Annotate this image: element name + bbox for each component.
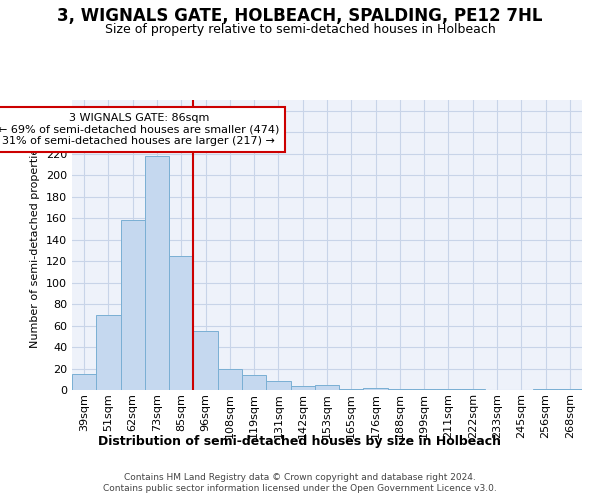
Bar	[145, 156, 169, 390]
Bar	[388, 389, 412, 390]
Bar	[72, 374, 96, 390]
Bar	[315, 384, 339, 390]
Y-axis label: Number of semi-detached properties: Number of semi-detached properties	[31, 142, 40, 348]
Bar	[558, 389, 582, 390]
Bar	[242, 375, 266, 390]
Bar	[218, 368, 242, 390]
Text: 3, WIGNALS GATE, HOLBEACH, SPALDING, PE12 7HL: 3, WIGNALS GATE, HOLBEACH, SPALDING, PE1…	[57, 8, 543, 26]
Text: Distribution of semi-detached houses by size in Holbeach: Distribution of semi-detached houses by …	[98, 435, 502, 448]
Bar	[121, 220, 145, 390]
Bar	[461, 389, 485, 390]
Text: 3 WIGNALS GATE: 86sqm
← 69% of semi-detached houses are smaller (474)
31% of sem: 3 WIGNALS GATE: 86sqm ← 69% of semi-deta…	[0, 113, 280, 146]
Bar	[436, 389, 461, 390]
Bar	[169, 256, 193, 390]
Bar	[533, 389, 558, 390]
Bar	[290, 386, 315, 390]
Text: Contains public sector information licensed under the Open Government Licence v3: Contains public sector information licen…	[103, 484, 497, 493]
Bar	[364, 388, 388, 390]
Bar	[266, 382, 290, 390]
Bar	[339, 389, 364, 390]
Text: Contains HM Land Registry data © Crown copyright and database right 2024.: Contains HM Land Registry data © Crown c…	[124, 472, 476, 482]
Bar	[412, 389, 436, 390]
Text: Size of property relative to semi-detached houses in Holbeach: Size of property relative to semi-detach…	[104, 22, 496, 36]
Bar	[96, 315, 121, 390]
Bar	[193, 331, 218, 390]
